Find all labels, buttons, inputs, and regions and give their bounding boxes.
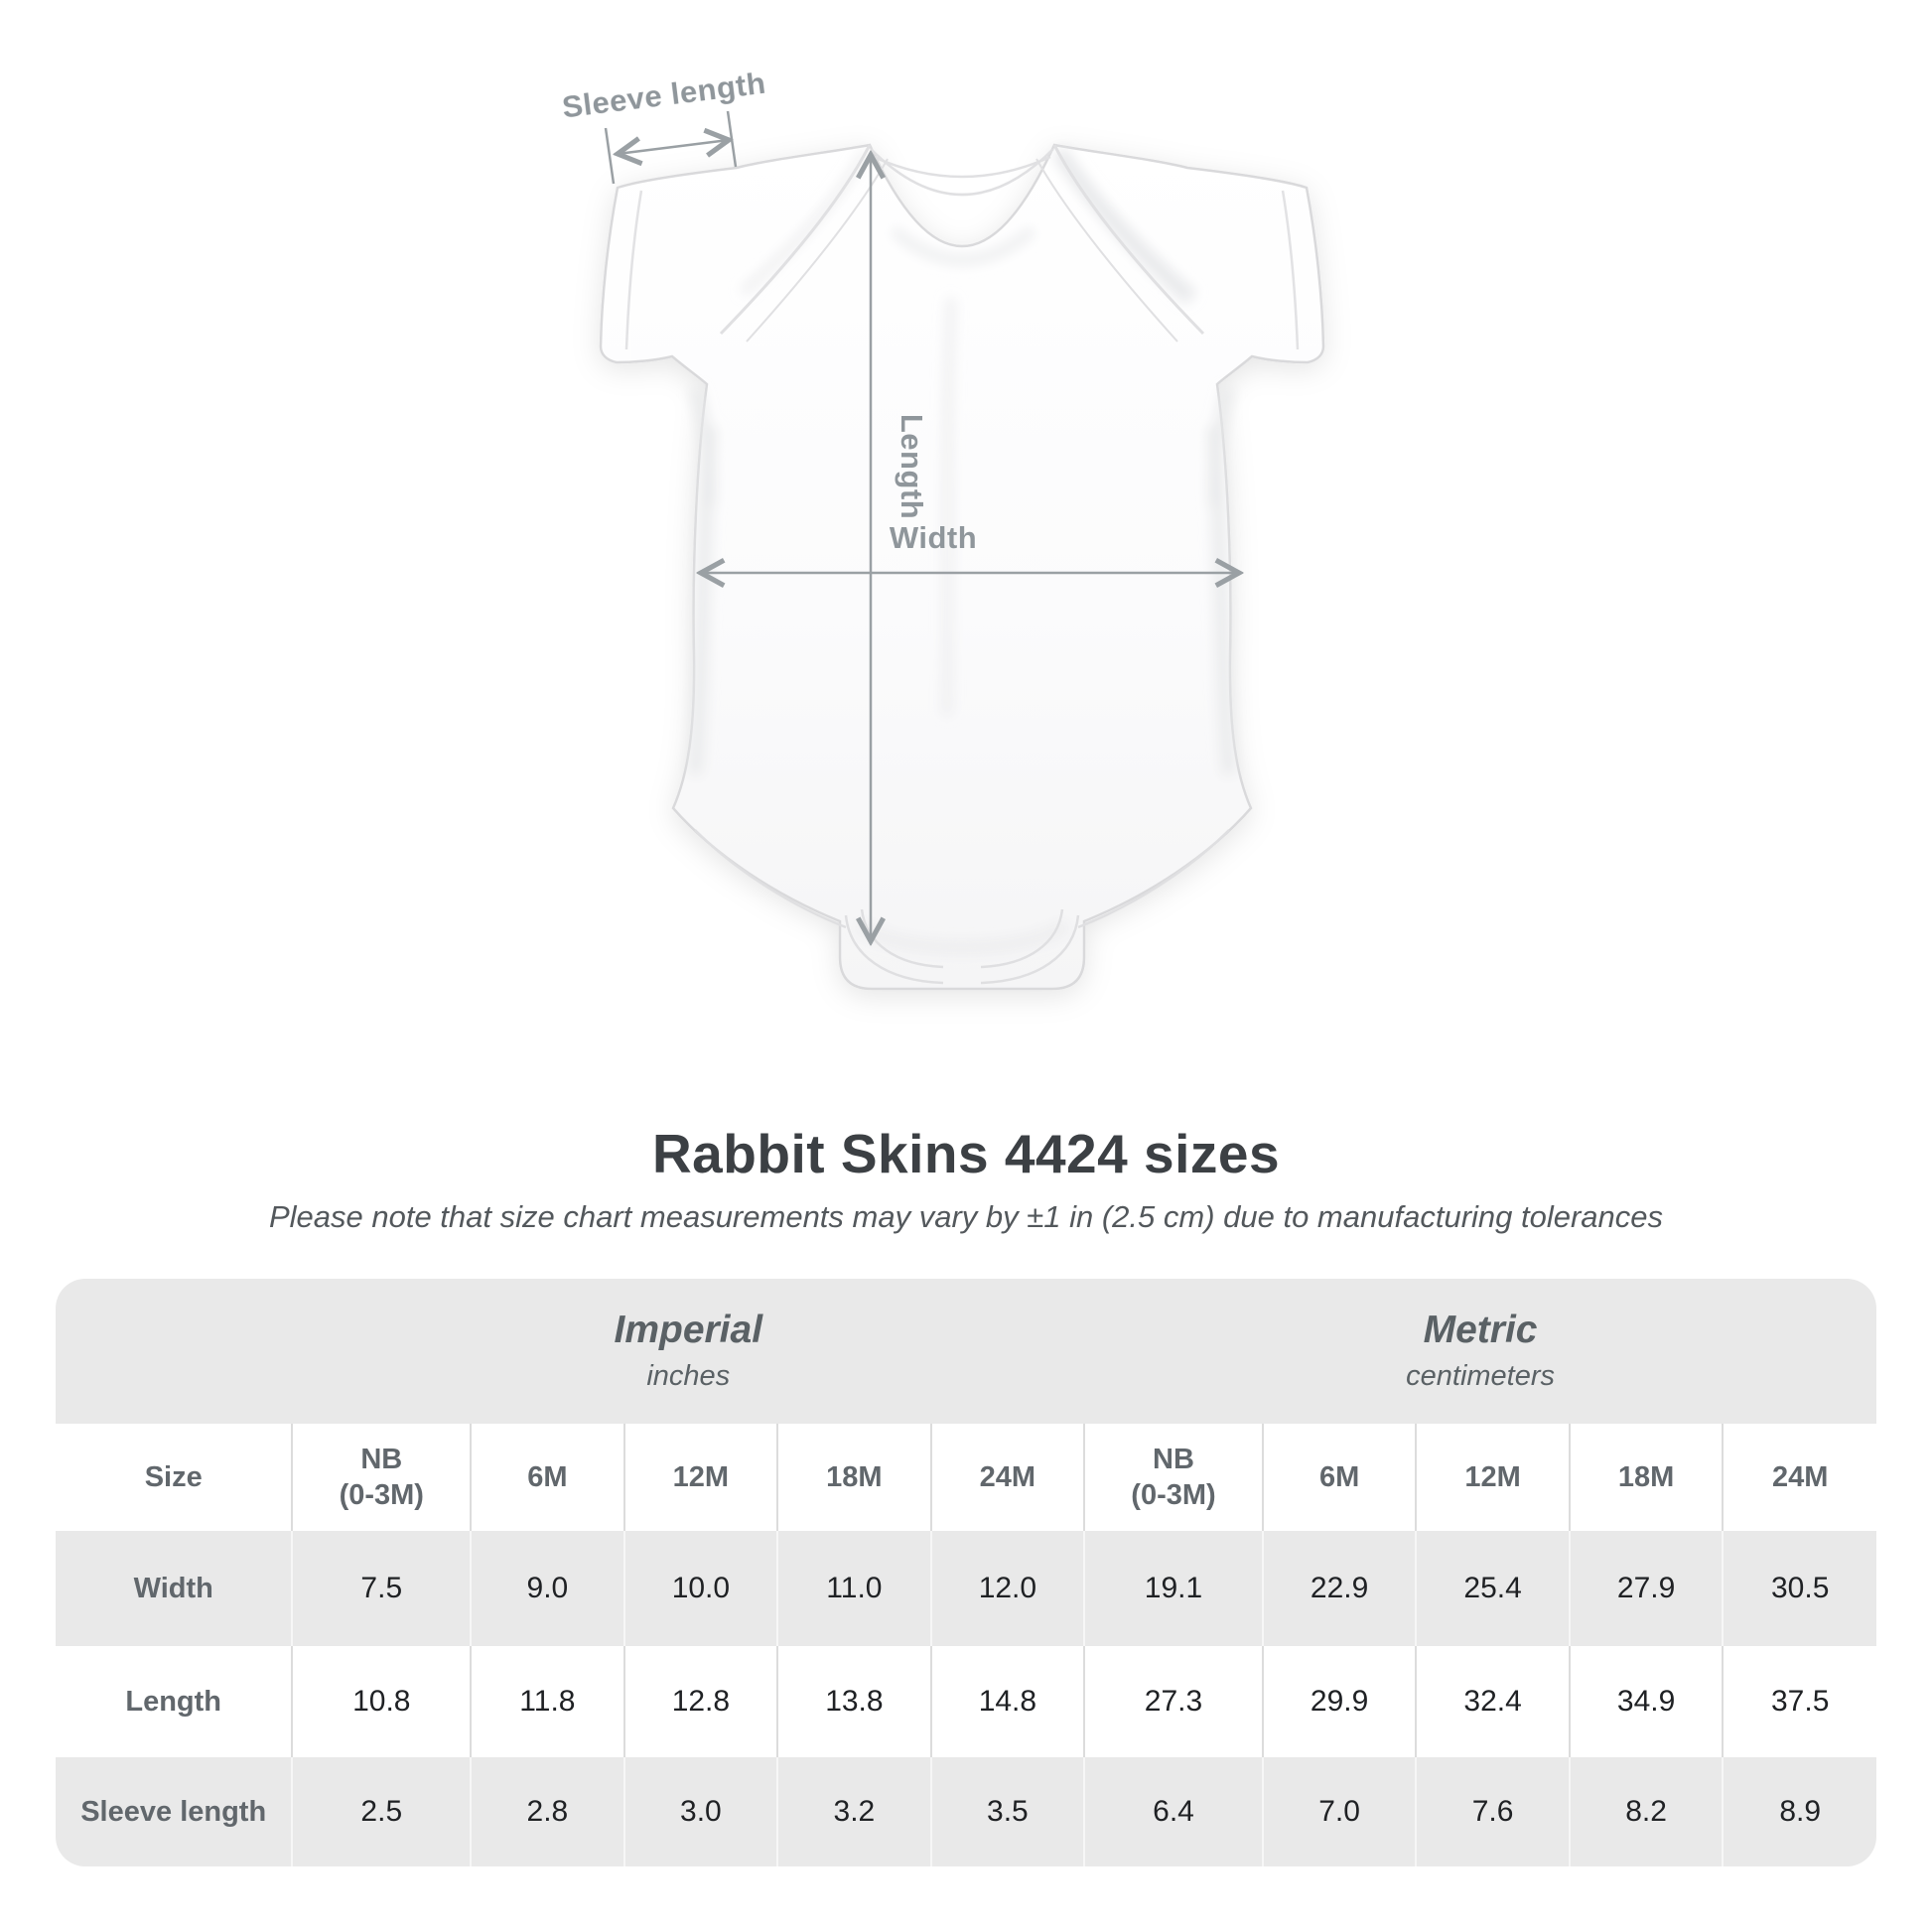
cell: 2.8: [470, 1757, 624, 1866]
cell: 27.3: [1083, 1646, 1263, 1757]
cell: 3.5: [929, 1757, 1085, 1866]
cell: 7.0: [1261, 1757, 1417, 1866]
cell: 32.4: [1415, 1646, 1570, 1757]
cell: 13.8: [776, 1646, 931, 1757]
size-column-header: Size: [56, 1424, 293, 1531]
cell: 29.9: [1261, 1646, 1417, 1757]
cell: 12.8: [622, 1646, 778, 1757]
garment-diagram: Sleeve length Length Width: [560, 66, 1325, 991]
cell: 14.8: [929, 1646, 1085, 1757]
sleeve-cuff-seams: [624, 190, 1300, 350]
cell: 37.5: [1722, 1646, 1876, 1757]
cell: 11.0: [776, 1531, 931, 1646]
col-header-24m-metric: 24M: [1722, 1424, 1876, 1531]
measurement-annotations: [604, 110, 1239, 941]
col-header-6m-metric: 6M: [1261, 1424, 1417, 1531]
length-label: Length: [895, 414, 929, 519]
onesie-illustration: [599, 143, 1325, 991]
cell: 3.2: [776, 1757, 931, 1866]
cell: 25.4: [1415, 1531, 1570, 1646]
col-header-6m-imperial: 6M: [470, 1424, 624, 1531]
table-row-sleeve-length: Sleeve length 2.5 2.8 3.0 3.2 3.5 6.4 7.…: [56, 1757, 1876, 1866]
page-title: Rabbit Skins 4424 sizes: [651, 1123, 1281, 1184]
tolerance-note: Please note that size chart measurements…: [268, 1199, 1664, 1234]
cell: 8.2: [1568, 1757, 1724, 1866]
cell: 8.9: [1722, 1757, 1876, 1866]
sleeve-length-arrow: [604, 110, 738, 185]
cell: 30.5: [1722, 1531, 1876, 1646]
col-header-12m-metric: 12M: [1415, 1424, 1570, 1531]
cell: 10.0: [622, 1531, 778, 1646]
cell: 9.0: [470, 1531, 624, 1646]
table-row-length: Length 10.8 11.8 12.8 13.8 14.8 27.3 29.…: [56, 1646, 1876, 1757]
fabric-shading: [688, 146, 1236, 954]
imperial-subtitle: inches: [646, 1359, 731, 1392]
metric-band: Metric centimeters: [1084, 1279, 1876, 1424]
onesie-illustration-svg: Sleeve length Length Width: [560, 66, 1325, 991]
col-header-18m-metric: 18M: [1568, 1424, 1724, 1531]
col-header-18m-imperial: 18M: [776, 1424, 931, 1531]
col-header-12m-imperial: 12M: [622, 1424, 778, 1531]
imperial-title: Imperial: [614, 1309, 763, 1352]
size-table: Imperial inches Metric centimeters Size …: [56, 1279, 1876, 1866]
sleeve-length-label: Sleeve length: [560, 66, 767, 125]
width-label: Width: [890, 520, 977, 555]
imperial-band: Imperial inches: [292, 1279, 1085, 1424]
cell: 10.8: [291, 1646, 472, 1757]
cell: 34.9: [1568, 1646, 1724, 1757]
cell: 27.9: [1568, 1531, 1724, 1646]
cell: 12.0: [929, 1531, 1085, 1646]
cell: 7.5: [291, 1531, 472, 1646]
row-label-length: Length: [56, 1646, 293, 1757]
title-block: Rabbit Skins 4424 sizes Please note that…: [0, 1122, 1932, 1235]
col-header-nb-imperial: NB (0-3M): [291, 1424, 472, 1531]
unit-band-row: Imperial inches Metric centimeters: [56, 1279, 1876, 1424]
table-row-width: Width 7.5 9.0 10.0 11.0 12.0 19.1 22.9 2…: [56, 1531, 1876, 1646]
col-header-24m-imperial: 24M: [929, 1424, 1085, 1531]
cell: 7.6: [1415, 1757, 1570, 1866]
cell: 2.5: [291, 1757, 472, 1866]
metric-title: Metric: [1423, 1309, 1538, 1352]
size-table-grid: Imperial inches Metric centimeters Size …: [56, 1279, 1876, 1866]
metric-subtitle: centimeters: [1406, 1359, 1556, 1392]
cell: 11.8: [470, 1646, 624, 1757]
cell: 3.0: [622, 1757, 778, 1866]
cell: 22.9: [1261, 1531, 1417, 1646]
cell: 19.1: [1083, 1531, 1263, 1646]
row-label-sleeve-length: Sleeve length: [56, 1757, 293, 1866]
row-label-width: Width: [56, 1531, 293, 1646]
unit-band-spacer: [56, 1279, 293, 1424]
cell: 6.4: [1083, 1757, 1263, 1866]
column-header-row: Size NB (0-3M) 6M 12M 18M 24M NB (0-3M) …: [56, 1424, 1876, 1531]
col-header-nb-metric: NB (0-3M): [1083, 1424, 1263, 1531]
